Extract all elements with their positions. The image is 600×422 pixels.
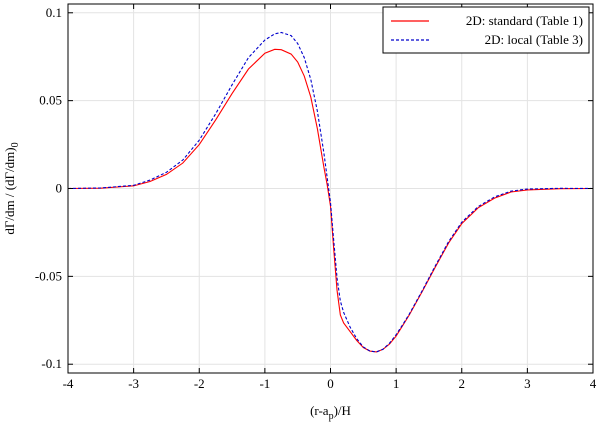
y-tick-label: -0.1 <box>41 356 62 371</box>
grid <box>68 4 593 373</box>
x-tick-label: 3 <box>524 376 531 391</box>
y-axis-label: dΓ/dm / (dΓ/dm)0 <box>2 142 21 234</box>
y-tick-label: -0.05 <box>35 268 62 283</box>
legend-label-local: 2D: local (Table 3) <box>485 32 583 47</box>
tick-labels: -4 -3 -2 -1 0 1 2 3 4 -0.1 -0.05 0 0.05 0.1 <box>35 5 597 391</box>
x-tick-label: 1 <box>393 376 400 391</box>
x-axis-label-base: (r-a <box>310 403 329 418</box>
x-tick-label: -1 <box>259 376 270 391</box>
y-axis-label-sub: 0 <box>10 142 21 147</box>
series-line-local <box>67 31 594 353</box>
legend: 2D: standard (Table 1) 2D: local (Table … <box>382 6 590 54</box>
legend-label-standard: 2D: standard (Table 1) <box>466 13 583 28</box>
legend-box <box>382 6 590 54</box>
ticks <box>67 4 594 373</box>
series-layer <box>67 31 594 353</box>
x-axis-label: (r-ap)/H <box>310 403 351 422</box>
x-axis-label-sub: p <box>329 411 334 422</box>
x-tick-label: 4 <box>590 376 597 391</box>
y-axis-label-main: dΓ/dm / (dΓ/dm) <box>2 147 17 234</box>
x-tick-label: -3 <box>128 376 139 391</box>
x-tick-label: 0 <box>327 376 334 391</box>
x-tick-label: -4 <box>63 376 74 391</box>
x-axis-label-tail: )/H <box>334 403 351 418</box>
x-tick-label: -2 <box>194 376 205 391</box>
y-tick-label: 0.05 <box>39 93 62 108</box>
y-tick-label: 0 <box>56 181 63 196</box>
y-tick-label: 0.1 <box>46 5 62 20</box>
x-tick-label: 2 <box>459 376 466 391</box>
series-line-standard <box>67 48 594 353</box>
